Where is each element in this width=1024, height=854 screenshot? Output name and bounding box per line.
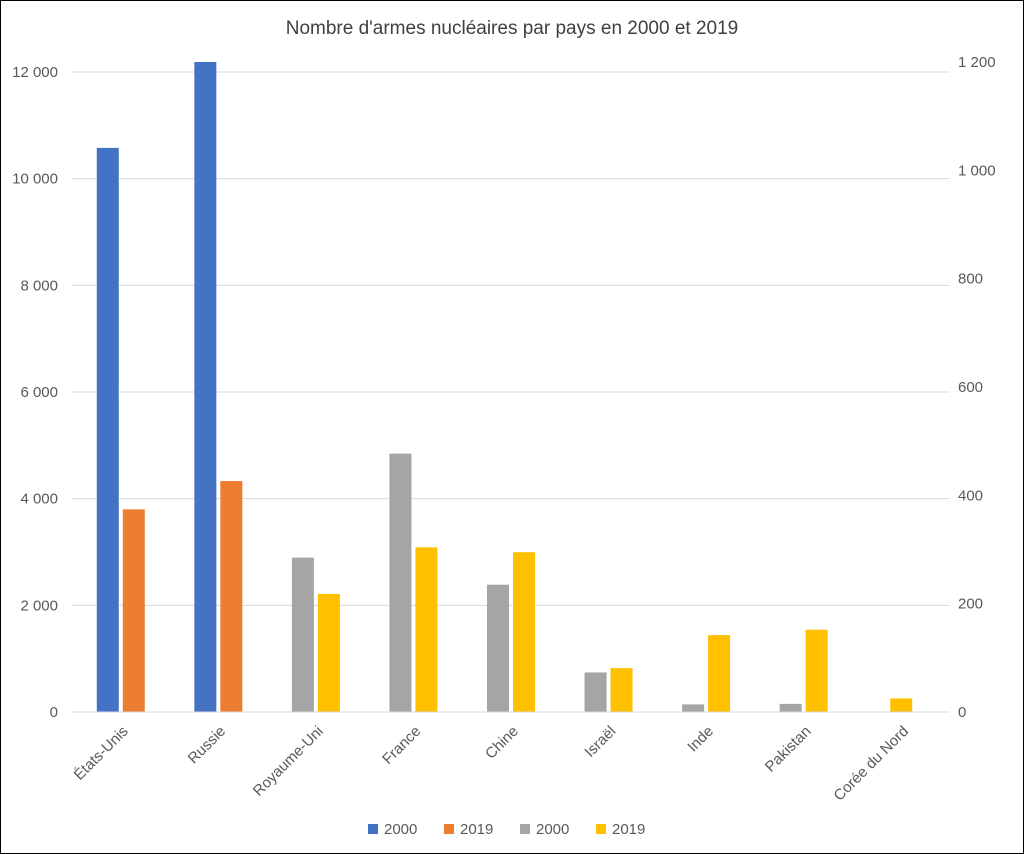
bar-2000-secondary [682,704,705,712]
legend-swatch [368,824,378,834]
bar-2019-primary [122,509,145,712]
category-label: Israël [581,723,619,761]
primary-y-tick-label: 4 000 [20,491,58,508]
category-label: Inde [684,723,717,756]
bar-2019-secondary [415,547,438,712]
bar-2019-secondary [805,629,828,712]
bar-2000-primary [194,61,217,713]
primary-y-tick-label: 8 000 [20,277,58,294]
legend-label: 2019 [612,821,645,838]
primary-y-tick-label: 0 [50,704,58,721]
category-label: États-Unis [71,723,132,784]
bar-2019-secondary [890,698,913,712]
primary-y-tick-label: 12 000 [12,64,58,81]
bar-2019-primary [220,481,243,712]
secondary-y-tick-label: 0 [958,704,966,721]
primary-y-axis: 0 2 000 4 000 6 000 8 000 10 000 12 000 [12,64,58,721]
secondary-y-tick-label: 1 200 [958,54,996,71]
legend-label: 2000 [384,821,417,838]
primary-y-tick-label: 6 000 [20,384,58,401]
category-label: France [379,723,424,768]
category-axis: États-Unis Russie Royaume-Uni France Chine Is… [71,711,950,805]
chart-title: Nombre d'armes nucléaires par pays en 20… [286,18,739,39]
legend-swatch [444,824,454,834]
bar-2000-secondary [487,584,509,712]
bar-2019-secondary [708,635,731,712]
category-label: Chine [482,723,522,763]
primary-y-tick-label: 10 000 [12,171,58,188]
legend-label: 2019 [460,821,493,838]
secondary-y-axis: 0 200 400 600 800 1 000 1 200 [958,54,996,721]
legend-label: 2000 [536,821,569,838]
secondary-y-tick-label: 600 [958,379,983,396]
secondary-y-tick-label: 200 [958,596,983,613]
bar-2000-secondary [291,557,314,712]
category-label: Royaume-Uni [250,723,327,800]
category-label: Corée du Nord [830,723,912,805]
bar-2000-secondary [389,453,412,712]
category-label: Pakistan [762,723,815,776]
bar-2019-secondary [317,593,340,712]
category-label: Russie [185,723,229,767]
bar-2000-secondary [584,672,607,712]
secondary-y-tick-label: 800 [958,271,983,288]
primary-y-tick-label: 2 000 [20,597,58,614]
bar-2000-secondary [779,703,802,712]
secondary-y-tick-label: 400 [958,487,983,504]
legend-swatch [520,824,530,834]
secondary-y-tick-label: 1 000 [958,162,996,179]
legend-swatch [596,824,606,834]
legend: 2000 2019 2000 2019 [368,821,645,838]
bars [96,61,913,713]
bar-2019-secondary [610,668,633,712]
bar-2019-secondary [513,552,535,712]
bar-2000-primary [96,147,119,713]
